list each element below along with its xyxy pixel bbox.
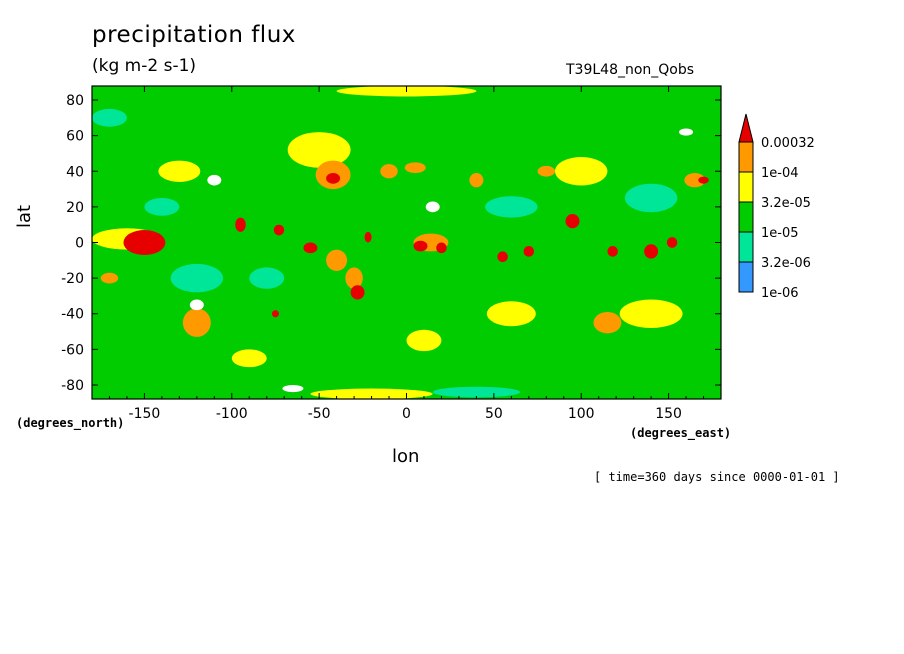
y-tick-label: -60 [61,342,84,358]
field-contour [144,197,180,216]
x-tick-label: -50 [308,406,331,422]
field-contour [565,214,580,229]
field-contour [350,285,365,300]
x-axis-units: (degrees_east) [630,426,732,440]
field-contour [432,386,521,398]
x-axis-label: lon [392,446,420,467]
x-tick-label: -150 [129,406,161,422]
x-tick-label: -100 [216,406,248,422]
colorbar-segment [738,201,754,233]
field-contour [158,160,201,182]
field-contour [420,281,463,311]
y-axis-units: (degrees_north) [16,416,125,430]
field-contour [668,98,704,120]
field-contour [593,311,622,334]
field-contour [497,251,508,263]
colorbar-segment [738,231,754,263]
chart-units: (kg m-2 s-1) [92,56,197,76]
y-axis: -80 -60 -40 -20 0 20 40 60 80 [61,93,721,394]
field-contour [469,173,484,188]
chart-title: precipitation flux [92,22,296,48]
field-contour [698,176,709,184]
field-contour [303,242,318,254]
colorbar-segment [738,171,754,203]
field-contour [223,174,276,204]
field-contour [249,267,285,289]
field-contour [624,183,678,213]
field-contour [679,128,694,136]
field-contour [170,263,224,293]
field-contour [619,299,683,328]
field-contour [436,242,447,254]
field-background [92,86,721,399]
field-contour [92,108,127,127]
field-contour [364,231,372,243]
field-contour [123,230,166,255]
y-tick-label: 80 [66,93,84,109]
x-tick-label: 150 [655,406,682,422]
y-tick-label: 40 [66,164,84,180]
y-tick-label: 20 [66,200,84,216]
field-contour [273,224,285,236]
colorbar-segment [738,261,754,293]
field-contour [537,165,556,177]
field-contour [406,329,442,352]
field-contour [485,196,538,218]
field-contour [100,272,119,284]
y-tick-label: 60 [66,129,84,145]
colorbar-label: 1e-05 [761,226,799,241]
field-contour [287,132,351,168]
field-contour [326,173,341,184]
field-contour [310,388,433,399]
field-contour [404,162,426,174]
field-contour [189,299,204,311]
time-stamp: [ time=360 days since 0000-01-01 ] [594,470,840,484]
x-tick-label: 100 [568,406,595,422]
colorbar-label: 3.2e-06 [761,256,811,271]
field-contour [282,384,304,393]
field-contour [380,164,398,179]
field-contour [666,237,678,248]
colorbar-segment [738,141,754,173]
field-contour [413,240,428,252]
field-contour [345,267,363,289]
field-contour [607,246,618,257]
y-tick-label: -20 [61,271,84,287]
colorbar-label: 1e-04 [761,166,799,181]
x-tick-label: 0 [402,406,411,422]
field-contour [231,349,267,368]
colorbar: 1e-06 3.2e-06 1e-05 3.2e-05 1e-04 0.00032 [738,113,815,301]
field-contour [684,173,706,188]
plot-area [92,86,721,399]
y-tick-label: -40 [61,307,84,323]
field-contour [523,246,535,257]
y-tick-label: -80 [61,378,84,394]
field-contour [555,157,608,186]
field-contour [326,249,348,271]
colorbar-extend-arrow [738,113,754,143]
y-tick-label: 0 [75,236,84,252]
x-axis: -150 -100 -50 0 50 100 150 [108,86,705,422]
field-contour [271,310,279,318]
field-contour [182,308,211,337]
colorbar-label: 3.2e-05 [761,196,811,211]
run-label: T39L48_non_Qobs [566,62,695,78]
field-contour [207,174,222,186]
x-tick-label: 50 [485,406,503,422]
field-contour [644,244,659,259]
field-contour [235,217,246,232]
colorbar-label: 0.00032 [761,136,815,151]
field-contour [486,301,536,327]
field-contour [425,201,440,213]
colorbar-label: 1e-06 [761,286,799,301]
